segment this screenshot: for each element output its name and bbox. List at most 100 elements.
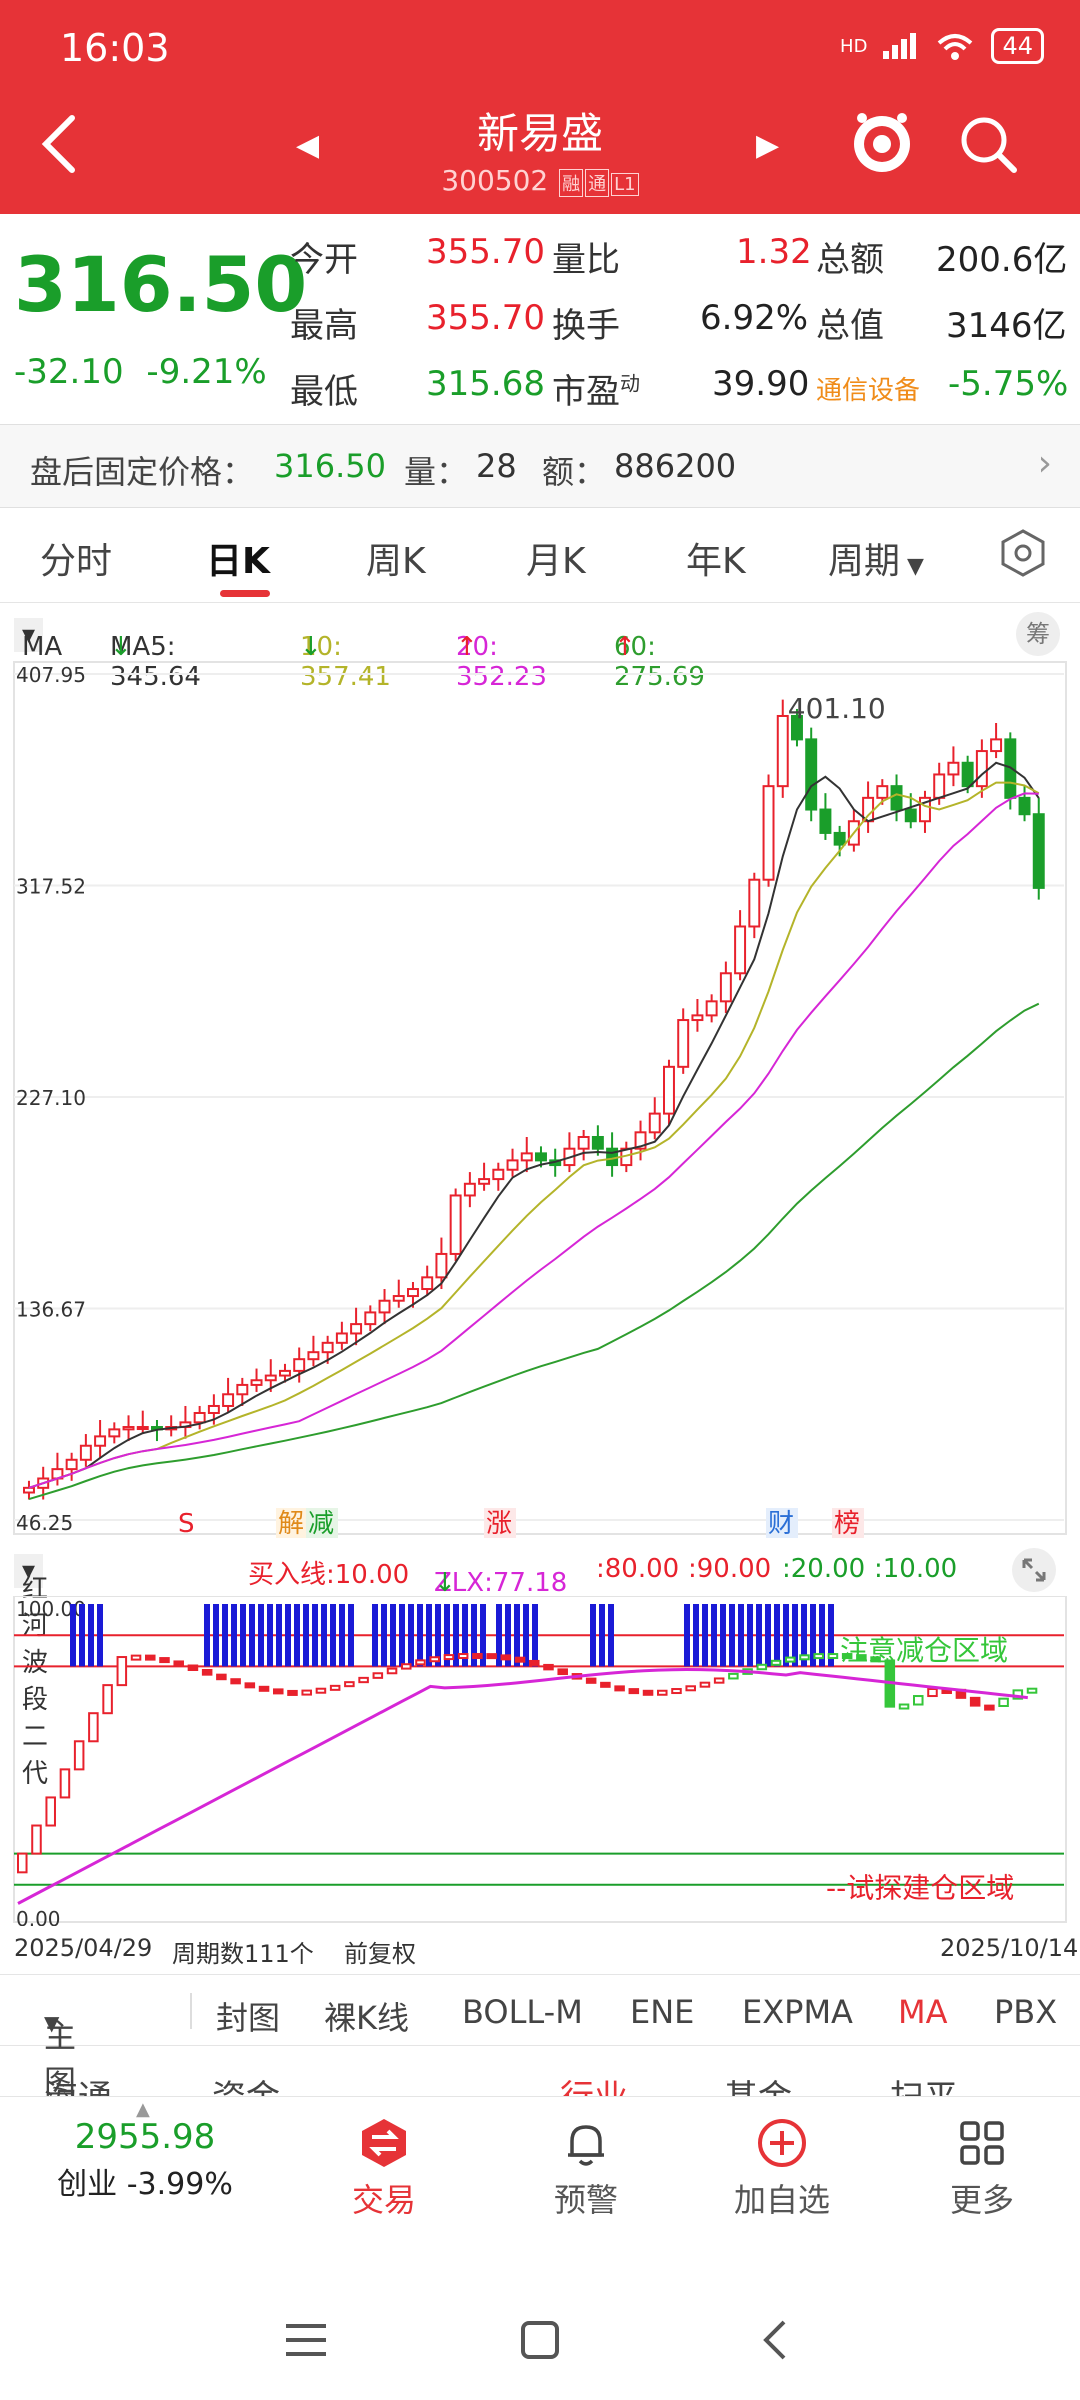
event-marker-bg — [306, 1508, 338, 1538]
candle-body — [222, 1393, 235, 1407]
oscillator-bar — [173, 1660, 184, 1667]
ma60-line — [28, 1002, 1040, 1501]
expand-icon[interactable] — [1012, 1548, 1056, 1592]
news-item-2[interactable]: 资金 — [212, 2078, 280, 2100]
caret-down-icon: ▼ — [900, 554, 924, 579]
adjust-mode[interactable]: 前复权 — [344, 1940, 416, 1968]
price-axis-label: 46.25 — [16, 1511, 73, 1535]
signal-bar — [222, 1604, 228, 1667]
after-hours-price: 316.50 — [274, 447, 386, 485]
oscillator-bar — [116, 1656, 128, 1687]
volume-ratio-label: 量比 — [552, 240, 620, 280]
candle-body — [520, 1152, 533, 1162]
candle-body — [904, 808, 917, 823]
signal-bar — [408, 1604, 414, 1667]
tab-expma[interactable]: EXPMA — [742, 1993, 853, 2031]
index-label[interactable]: 创业 -3.99% — [40, 2159, 250, 2203]
candle-body — [449, 1194, 462, 1255]
menu-icon[interactable] — [284, 2320, 328, 2360]
turnover-rate-value: 6.92% — [700, 298, 809, 338]
pe-dynamic-sup: 动 — [620, 371, 640, 396]
oscillator-bar — [130, 1654, 142, 1661]
after-hours-amt: 886200 — [614, 447, 737, 485]
signal-bar — [240, 1604, 246, 1667]
tab-intraday[interactable]: 分时 — [40, 541, 113, 582]
indicator-select[interactable]: 红河波段二代 ▾ — [14, 1554, 48, 1789]
more-button[interactable]: 更多 — [912, 2117, 1052, 2221]
chip-distribution-button[interactable]: 筹 — [1016, 612, 1060, 656]
tab-seal[interactable]: 封图 — [216, 1999, 281, 2037]
tab-ma[interactable]: MA — [898, 1993, 948, 2031]
add-watchlist-button[interactable]: 加自选 — [712, 2117, 852, 2221]
tab-weekly[interactable]: 周K — [366, 541, 426, 582]
tab-divider — [190, 1993, 192, 2029]
mascot-icon[interactable] — [850, 108, 914, 178]
home-icon[interactable] — [520, 2320, 560, 2360]
industry-link[interactable]: 通信设备 — [816, 376, 921, 406]
oscillator-bar — [17, 1852, 28, 1874]
last-price: 316.50 — [14, 240, 308, 329]
tab-naked-k[interactable]: 裸K线 — [324, 1999, 409, 2037]
back-nav-icon[interactable] — [760, 2318, 790, 2362]
zone-top-label: 注意减仓区域 — [840, 1634, 1008, 1667]
next-stock-button[interactable]: ▶ — [756, 128, 780, 163]
index-value[interactable]: 2955.98 — [74, 2117, 216, 2157]
search-icon[interactable] — [956, 112, 1020, 176]
alert-button[interactable]: 预警 — [516, 2117, 656, 2221]
tab-monthly[interactable]: 月K — [526, 541, 586, 582]
candle-body — [463, 1182, 476, 1197]
prev-stock-button[interactable]: ◀ — [296, 128, 320, 163]
signal-bar — [88, 1604, 94, 1667]
oscillator-bar — [486, 1653, 497, 1660]
oscillator-bar — [315, 1687, 327, 1694]
wifi-icon — [938, 34, 973, 60]
tab-ene[interactable]: ENE — [630, 1993, 695, 2031]
candle-body — [335, 1332, 348, 1344]
oscillator-bar — [785, 1656, 796, 1663]
news-item-5[interactable]: 扫平 — [890, 2078, 958, 2100]
candle-body — [990, 738, 1003, 753]
signal-bar — [738, 1604, 744, 1667]
ma-select-label: MA — [22, 632, 63, 662]
after-hours-row[interactable]: 盘后固定价格： 316.50 量： 28 额： 886200 › — [0, 424, 1080, 508]
news-item-1[interactable]: 海通 — [44, 2078, 112, 2100]
news-item-4[interactable]: 基金 — [724, 2078, 792, 2100]
indicator-header: 红河波段二代 ▾ 买入线:10.00 ZLX:77.18 ↓ :80.00 :90… — [0, 1540, 1080, 1789]
ma60-text: 60: 275.69 — [614, 632, 705, 692]
oscillator-bar — [642, 1689, 654, 1696]
price-axis-label: 136.67 — [16, 1298, 86, 1322]
candle-body — [307, 1351, 320, 1361]
oscillator-bar — [73, 1740, 85, 1771]
oscillator-bar — [699, 1681, 711, 1688]
tab-boll[interactable]: BOLL-M — [462, 1993, 583, 2031]
oscillator-bar — [827, 1653, 839, 1660]
kline-chart[interactable]: 407.95 317.52 227.10 136.67 46.25 401.10 S 解减 涨 财… — [0, 660, 1080, 1540]
tab-period[interactable]: 周期 ▼ — [828, 532, 924, 584]
trade-label: 交易 — [351, 2181, 416, 2219]
signal-bar — [505, 1604, 511, 1667]
news-item-3[interactable]: 行业 — [560, 2078, 628, 2100]
oscillator-bar — [713, 1677, 725, 1684]
candle-body — [435, 1252, 448, 1279]
time-axis: 2025/04/29 周期数111个 前复权 2025/10/14 — [0, 1926, 1080, 1968]
news-strip[interactable]: 海通 资金 行业 基金 扫平 — [0, 2060, 1080, 2100]
signal-bar — [390, 1604, 396, 1667]
tab-yearly[interactable]: 年K — [686, 541, 746, 582]
tab-daily[interactable]: 日K — [206, 541, 270, 582]
oscillator-bar — [102, 1684, 113, 1715]
back-button[interactable] — [38, 112, 78, 176]
trade-button[interactable]: 交易 — [314, 2117, 454, 2221]
event-marker-bg — [832, 1508, 864, 1538]
candle-body — [23, 1486, 35, 1494]
ma-select[interactable]: MA ▾ — [14, 618, 62, 662]
settings-hexagon-icon[interactable] — [998, 528, 1048, 578]
candle-body — [791, 714, 803, 741]
candle-body — [250, 1379, 263, 1386]
tab-pbx[interactable]: PBX — [994, 1993, 1058, 2031]
bottom-bar: ▲ 2955.98 创业 -3.99% 交易 预警 加自选 更多 — [0, 2096, 1080, 2227]
signal-bar — [819, 1604, 825, 1667]
candle-body — [321, 1341, 334, 1354]
more-label: 更多 — [949, 2181, 1014, 2219]
oscillator-bar — [856, 1654, 867, 1661]
